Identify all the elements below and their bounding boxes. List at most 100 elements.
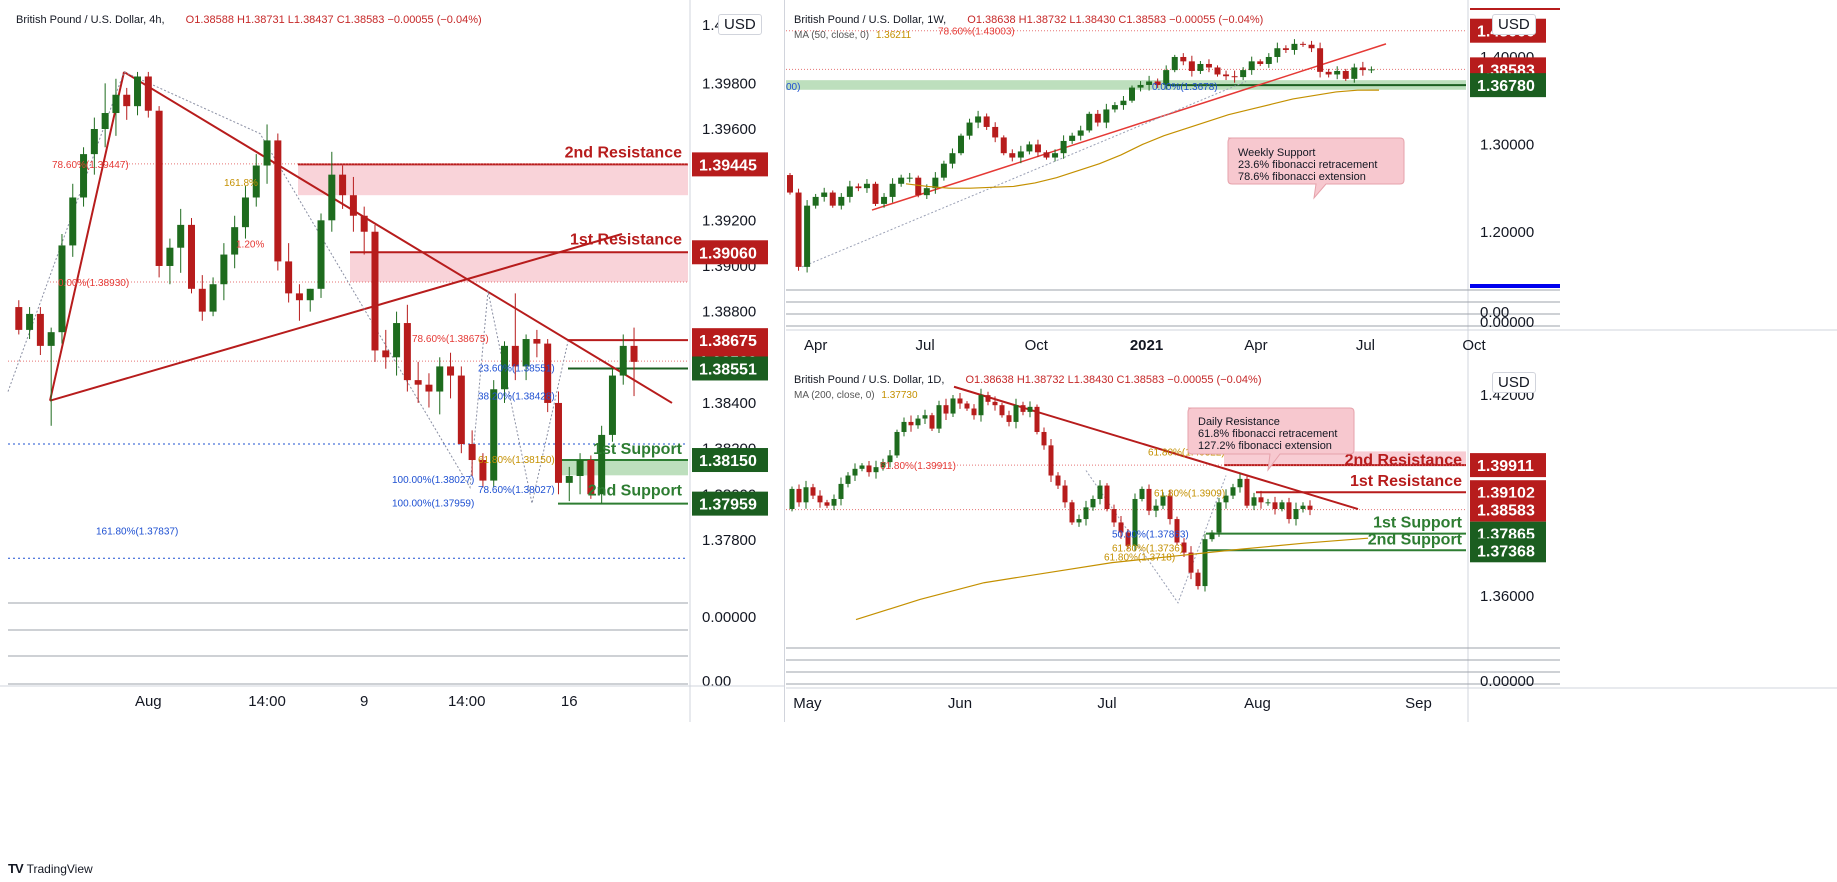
chart-4h-canvas[interactable]: 78.60%(1.39447) 161.8% 0.00%(1.38930) 1.20%… (0, 0, 784, 722)
chart-daily-ma200-line (855, 537, 1369, 621)
chart-weekly-time-label: Jul (1356, 337, 1375, 354)
chart-4h-axis-tick: 1.38800 (702, 304, 756, 321)
chart-4h-candle (565, 476, 573, 483)
chart-weekly-canvas[interactable]: 78.60%(1.43003) 0.00%(1.3678) 00) Weekly Su… (786, 0, 1837, 362)
chart-daily-axis-tick: 1.36000 (1480, 588, 1534, 605)
chart-weekly-sub-tick: 0.00000 (1480, 314, 1534, 331)
chart-daily-candle (978, 395, 984, 416)
chart-4h-time-label: 14:00 (248, 693, 286, 710)
chart-daily[interactable]: 61.80%(1.39911) 61.80%(1.40322) 61.80%(1.3… (786, 362, 1837, 722)
chart-weekly-candle (1197, 63, 1204, 71)
chart-4h[interactable]: 78.60%(1.39447) 161.8% 0.00%(1.38930) 1.20%… (0, 0, 784, 722)
chart-weekly-candle (1163, 70, 1170, 85)
chart-4h-candle (522, 339, 530, 367)
chart-daily-candle (901, 421, 907, 432)
chart-weekly-candle (829, 192, 836, 206)
chart-weekly-candle (1137, 84, 1144, 88)
chart-weekly-candle (1188, 61, 1195, 71)
chart-4h-candle (198, 288, 206, 312)
chart-weekly-currency-button[interactable]: USD (1492, 14, 1536, 35)
chart-weekly-callout-line: 23.6% fibonacci retracement (1238, 159, 1377, 171)
chart-daily-candle (1013, 405, 1019, 422)
chart-4h-currency-button[interactable]: USD (718, 14, 762, 35)
chart-4h-candle (457, 375, 465, 445)
chart-weekly[interactable]: 78.60%(1.43003) 0.00%(1.3678) 00) Weekly Su… (786, 0, 1837, 362)
chart-daily-candle (789, 488, 795, 510)
chart-daily-candle (1069, 502, 1075, 523)
chart-4h-price-tag-bg (692, 356, 768, 381)
chart-daily-currency-button[interactable]: USD (1492, 372, 1536, 393)
chart-weekly-candle (1300, 43, 1306, 45)
chart-4h-candle (177, 224, 185, 248)
chart-4h-candle (220, 254, 228, 285)
chart-weekly-candle (1351, 67, 1358, 79)
chart-daily-candle (999, 405, 1005, 416)
chart-weekly-candle (898, 177, 905, 184)
chart-weekly-candle (1103, 109, 1110, 123)
chart-daily-callout-line: 61.8% fibonacci retracement (1198, 428, 1337, 440)
chart-weekly-candle (1274, 48, 1281, 57)
chart-daily-candle (971, 408, 977, 416)
chart-weekly-candle (855, 186, 862, 189)
chart-daily-candle (1251, 497, 1257, 506)
chart-daily-candle (1020, 405, 1026, 412)
chart-4h-candle (47, 332, 55, 346)
chart-4h-candle (576, 460, 584, 477)
chart-4h-uptrend-line (49, 233, 623, 402)
chart-4h-candle (360, 215, 368, 232)
chart-4h-price-tag: 1.38675 (699, 333, 757, 350)
chart-daily-candle (1006, 415, 1012, 422)
chart-4h-level-label: 2nd Resistance (565, 144, 682, 161)
chart-daily-price-tag-bg (1470, 497, 1546, 522)
chart-4h-trend-line (49, 71, 125, 401)
chart-4h-ohlc: O1.38588 H1.38731 L1.38437 C1.38583 −0.0… (185, 14, 482, 26)
chart-daily-candle (866, 465, 872, 473)
chart-weekly-ohlc: O1.38638 H1.38732 L1.38430 C1.38583 −0.0… (967, 14, 1264, 26)
chart-daily-candle (1055, 475, 1061, 486)
chart-weekly-candle (958, 135, 964, 154)
chart-weekly-ma50-line (905, 89, 1380, 189)
chart-4h-resistance-zone-1 (350, 252, 688, 282)
chart-weekly-candle (1094, 113, 1101, 123)
chart-daily-ma-value: 1.37730 (881, 390, 918, 401)
chart-daily-candle (887, 455, 893, 463)
chart-weekly-axis-tick: 1.30000 (1480, 136, 1534, 153)
chart-daily-candle (1118, 522, 1124, 533)
chart-daily-time-label: Sep (1405, 695, 1432, 712)
tradingview-brand[interactable]: TV TradingView (8, 861, 93, 876)
chart-weekly-candle (1026, 144, 1033, 152)
chart-weekly-candle (1317, 48, 1324, 72)
chart-4h-candle (371, 231, 379, 351)
chart-4h-price-tag: 1.39060 (699, 245, 757, 262)
chart-4h-candle (80, 154, 88, 198)
chart-4h-candle (101, 113, 109, 129)
chart-4h-candle (155, 110, 163, 266)
chart-daily-candle (803, 487, 809, 503)
chart-weekly-callout-box (1227, 137, 1405, 200)
chart-4h-candle (241, 197, 249, 228)
chart-daily-candle (950, 398, 956, 414)
chart-4h-fib-label: 38.20%(1.38428) (478, 392, 555, 403)
chart-4h-symbol: British Pound / U.S. Dollar, 4h, (16, 14, 165, 26)
chart-weekly-candle (812, 196, 819, 206)
chart-4h-candle (144, 76, 152, 111)
chart-daily-candle (894, 431, 900, 456)
chart-daily-candle (1244, 478, 1250, 506)
chart-4h-candle (36, 313, 44, 346)
chart-4h-candle (490, 389, 498, 481)
chart-daily-candle (1076, 519, 1082, 523)
chart-weekly-callout-line: 78.6% fibonacci extension (1238, 171, 1366, 183)
chart-4h-fib-label: 1.20% (236, 240, 264, 251)
chart-weekly-candle (863, 183, 870, 189)
chart-daily-candle (908, 421, 914, 426)
chart-weekly-support-zone (786, 80, 1466, 90)
chart-weekly-top-marker (1470, 8, 1560, 10)
chart-daily-canvas[interactable]: 61.80%(1.39911) 61.80%(1.40322) 61.80%(1.3… (786, 362, 1837, 722)
chart-weekly-sub-tick: 0.00 (1480, 304, 1509, 321)
chart-4h-sub-tick: 0.00 (702, 673, 731, 690)
chart-daily-candle (817, 495, 823, 503)
chart-weekly-uptrend-line (871, 43, 1387, 211)
chart-4h-candle (554, 402, 562, 483)
chart-daily-time-label: May (793, 695, 822, 712)
chart-daily-candle (985, 395, 991, 402)
